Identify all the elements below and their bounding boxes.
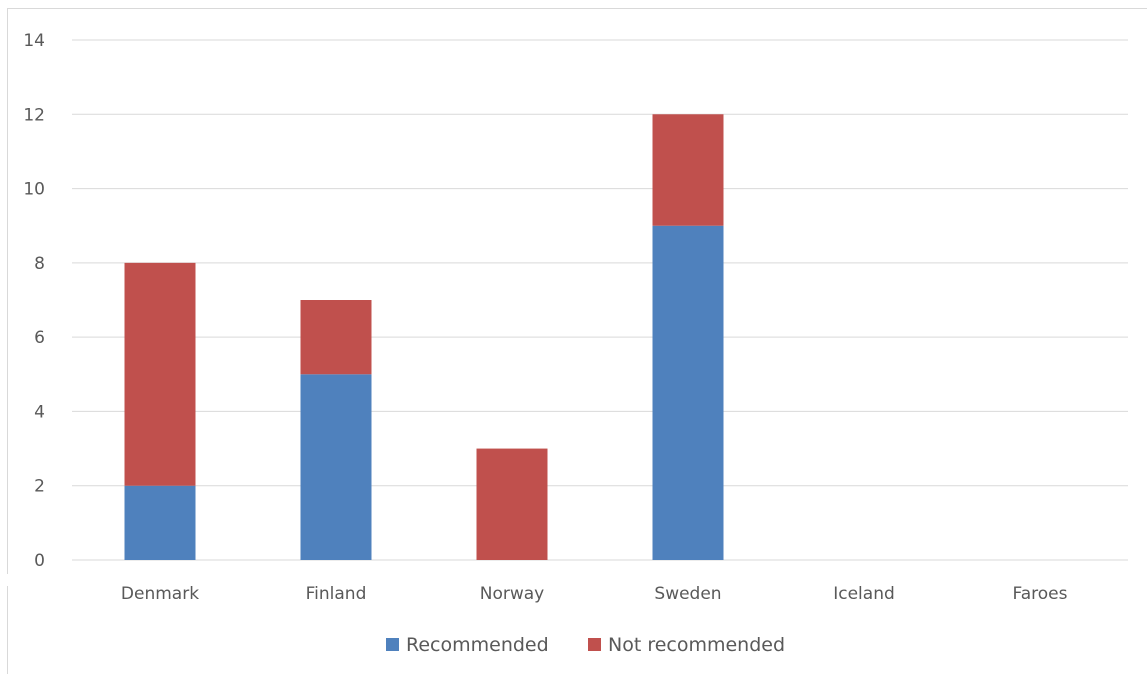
- legend-swatch-not-recommended: [588, 638, 601, 651]
- gridlines: [72, 39, 1128, 561]
- y-tick-label-8: 8: [34, 254, 45, 274]
- y-tick-label-2: 2: [34, 477, 45, 497]
- x-axis-tick-labels: Denmark Finland Norway Sweden Iceland Faroes: [121, 584, 1068, 604]
- x-tick-label-faroes: Faroes: [1013, 584, 1068, 604]
- bar-sweden-not-recommended: [652, 114, 724, 226]
- y-axis-tick-labels: 0 2 4 6 8 10 12 14: [23, 31, 45, 571]
- legend-swatch-recommended: [386, 638, 399, 651]
- x-tick-label-iceland: Iceland: [833, 584, 895, 604]
- y-tick-label-4: 4: [34, 402, 45, 422]
- bar-norway-not-recommended: [476, 448, 548, 560]
- legend: Recommended Not recommended: [386, 634, 785, 656]
- bar-denmark-recommended: [124, 485, 196, 560]
- bars: [124, 114, 724, 560]
- y-tick-label-6: 6: [34, 328, 45, 348]
- x-tick-label-norway: Norway: [480, 584, 545, 604]
- x-tick-label-denmark: Denmark: [121, 584, 199, 604]
- chart-area: [7, 8, 1147, 674]
- x-tick-label-finland: Finland: [306, 584, 367, 604]
- y-tick-label-12: 12: [23, 105, 45, 125]
- y-tick-label-14: 14: [23, 31, 45, 51]
- y-tick-label-10: 10: [23, 180, 45, 200]
- y-tick-label-0: 0: [34, 551, 45, 571]
- bar-sweden-recommended: [652, 225, 724, 560]
- x-tick-label-sweden: Sweden: [654, 584, 721, 604]
- legend-label-not-recommended: Not recommended: [608, 634, 785, 656]
- bar-finland-not-recommended: [300, 300, 372, 375]
- legend-label-recommended: Recommended: [406, 634, 549, 656]
- bar-denmark-not-recommended: [124, 262, 196, 486]
- axis-label-clip-mask: [0, 574, 70, 586]
- bar-finland-recommended: [300, 374, 372, 560]
